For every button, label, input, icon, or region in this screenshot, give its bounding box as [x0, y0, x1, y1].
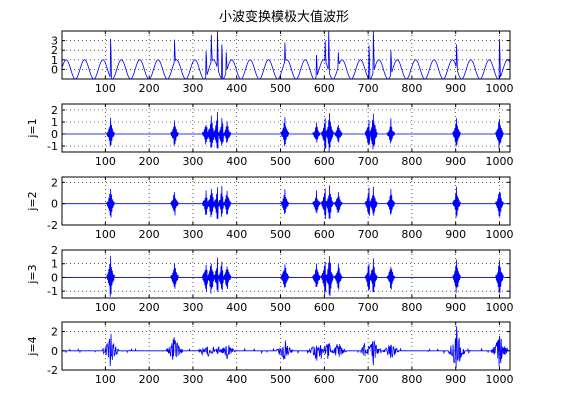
- x-tick-label: 100: [95, 82, 116, 95]
- y-tick-label: 2: [51, 44, 58, 57]
- x-tick-label: 700: [358, 82, 379, 95]
- x-tick-label: 900: [445, 228, 466, 241]
- x-tick-label: 800: [401, 228, 422, 241]
- subplot-5: 100 200 300 400 500 600 700 800 900 1000 -2 0 2 j=4: [26, 321, 513, 386]
- x-tick-label: 500: [270, 301, 291, 314]
- x-tick-label: 200: [139, 373, 160, 386]
- x-tick-label: 700: [358, 373, 379, 386]
- x-tick-label: 300: [182, 373, 203, 386]
- x-tick-label: 300: [182, 82, 203, 95]
- y-tick-label: 1: [51, 116, 58, 129]
- y-tick-label: -1: [47, 140, 58, 153]
- y-axis-label: j=1: [26, 118, 39, 138]
- x-tick-label: 900: [445, 155, 466, 168]
- y-tick-label: 3: [51, 35, 58, 48]
- x-tick-label: 900: [445, 82, 466, 95]
- y-tick-label: 2: [51, 326, 58, 339]
- x-tick-label: 600: [314, 373, 335, 386]
- x-tick-label: 100: [95, 228, 116, 241]
- x-tick-label: 700: [358, 155, 379, 168]
- y-tick-label: 2: [51, 104, 58, 117]
- y-tick-label: 1: [51, 258, 58, 271]
- y-tick-label: -1: [47, 285, 58, 298]
- x-tick-label: 200: [139, 82, 160, 95]
- x-tick-label: 1000: [485, 373, 513, 386]
- x-tick-label: 800: [401, 373, 422, 386]
- x-tick-label: 400: [226, 228, 247, 241]
- y-tick-label: 2: [51, 176, 58, 189]
- x-tick-label: 800: [401, 155, 422, 168]
- x-tick-label: 800: [401, 82, 422, 95]
- x-tick-label: 400: [226, 155, 247, 168]
- x-tick-label: 600: [314, 82, 335, 95]
- y-axis-label: j=4: [26, 336, 39, 356]
- series-line-4: [62, 255, 510, 297]
- y-tick-label: 0: [51, 345, 58, 358]
- x-tick-label: 600: [314, 228, 335, 241]
- x-tick-label: 400: [226, 82, 247, 95]
- plot-area: [61, 30, 511, 80]
- y-tick-label: 0: [51, 198, 58, 211]
- x-tick-label: 200: [139, 228, 160, 241]
- x-tick-label: 800: [401, 301, 422, 314]
- x-tick-label: 300: [182, 228, 203, 241]
- x-tick-label: 100: [95, 155, 116, 168]
- x-tick-label: 400: [226, 301, 247, 314]
- x-tick-label: 1000: [485, 301, 513, 314]
- x-tick-label: 200: [139, 155, 160, 168]
- x-tick-label: 600: [314, 155, 335, 168]
- x-tick-label: 900: [445, 301, 466, 314]
- y-tick-label: 2: [51, 244, 58, 257]
- y-tick-label: -2: [47, 219, 58, 232]
- x-tick-label: 200: [139, 301, 160, 314]
- x-tick-label: 700: [358, 228, 379, 241]
- x-tick-label: 100: [95, 301, 116, 314]
- series-line-2: [62, 111, 510, 152]
- figure-title: 小波变换模极大值波形: [219, 9, 349, 25]
- y-tick-label: -2: [47, 364, 58, 377]
- x-tick-label: 500: [270, 82, 291, 95]
- x-tick-label: 300: [182, 301, 203, 314]
- subplot-3: 100 200 300 400 500 600 700 800 900 1000 -2 0 2 j=2: [26, 176, 513, 241]
- x-tick-label: 100: [95, 373, 116, 386]
- series-line-1: [62, 31, 510, 79]
- x-tick-label: 400: [226, 373, 247, 386]
- y-tick-label: 0: [51, 271, 58, 284]
- series-line-5: [62, 326, 510, 369]
- x-tick-label: 500: [270, 155, 291, 168]
- y-axis-label: j=3: [26, 264, 39, 284]
- series-line-3: [62, 185, 510, 220]
- x-tick-label: 900: [445, 373, 466, 386]
- x-tick-label: 1000: [485, 82, 513, 95]
- x-tick-label: 700: [358, 301, 379, 314]
- y-axis-label: j=2: [26, 191, 39, 211]
- x-tick-label: 500: [270, 228, 291, 241]
- y-tick-label: 0: [51, 63, 58, 76]
- y-tick-label: 0: [51, 128, 58, 141]
- x-tick-label: 1000: [485, 228, 513, 241]
- x-tick-label: 300: [182, 155, 203, 168]
- x-tick-label: 1000: [485, 155, 513, 168]
- x-tick-label: 500: [270, 373, 291, 386]
- y-tick-label: 1: [51, 54, 58, 67]
- x-tick-label: 600: [314, 301, 335, 314]
